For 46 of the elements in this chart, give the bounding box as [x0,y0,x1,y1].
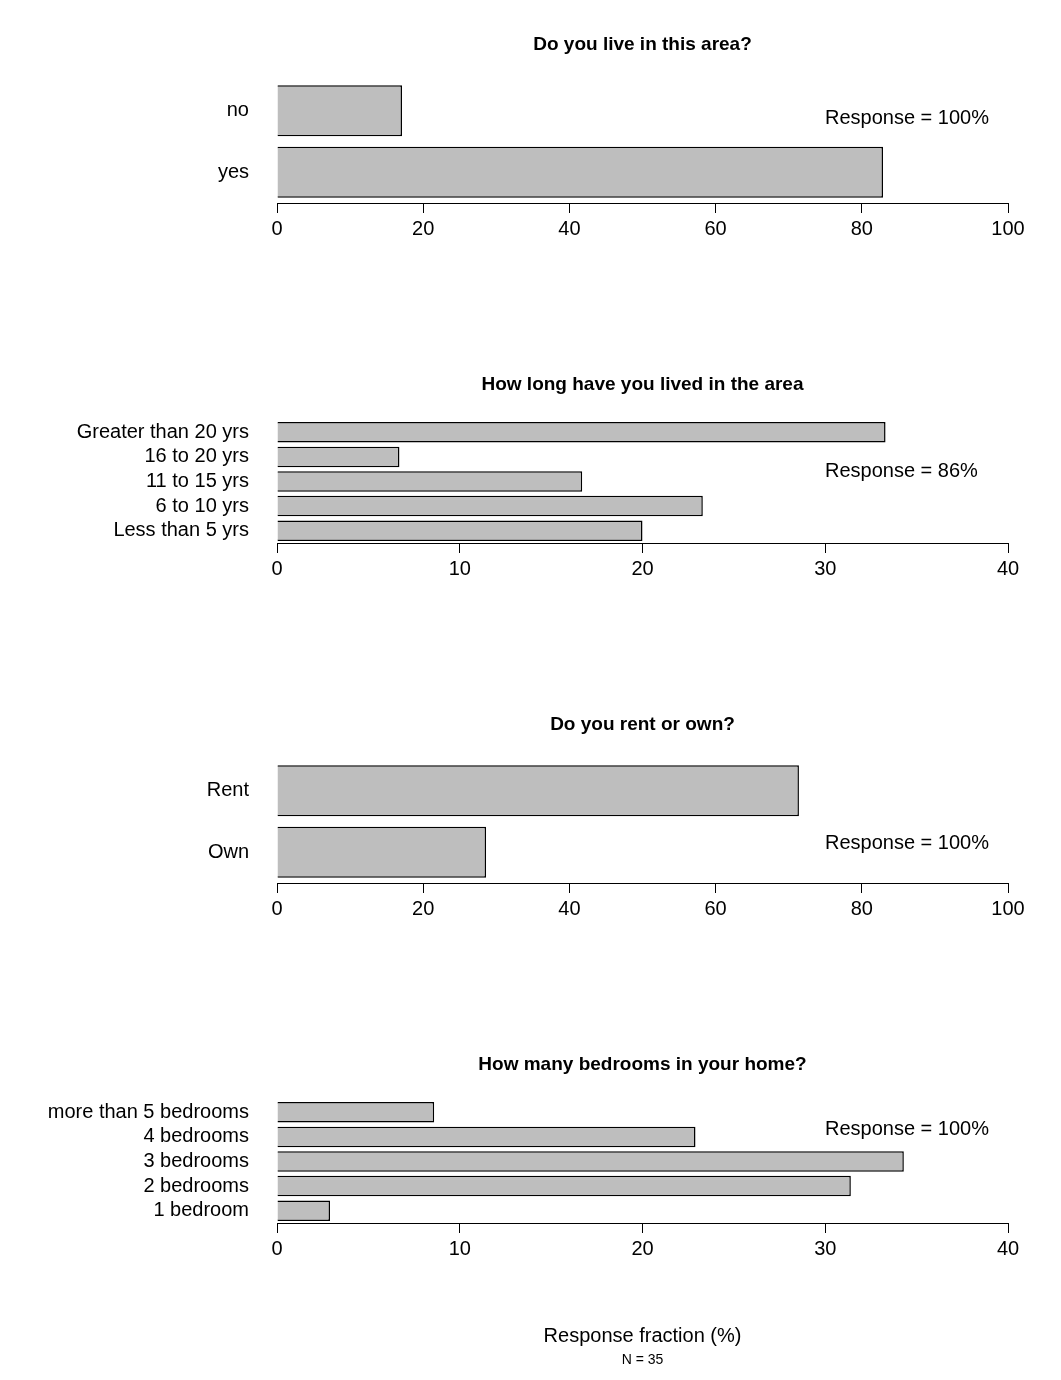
x-tick-label: 80 [850,216,873,239]
x-tick-label: 20 [412,896,435,919]
text: N = 35 [621,1350,664,1367]
x-tick-label: 40 [558,896,581,919]
x-tick-label: 40 [996,556,1020,579]
y-tick-label: 2 bedrooms [143,1173,249,1196]
y-tick-label: 6 to 10 yrs [155,493,249,516]
y-tick-label: Rent [206,778,250,801]
y-tick-label: no [226,98,249,121]
chart-title: How long have you lived in the area [481,373,804,395]
x-tick-label: 20 [631,556,654,579]
x-tick-label: 30 [814,1236,837,1259]
x-tick-label: 100 [991,896,1025,919]
x-tick-label: 0 [271,556,283,579]
chart-title: Do you live in this area? [533,33,752,55]
annotation: Response = 100% [825,831,990,854]
y-tick-label: more than 5 bedrooms [47,1099,249,1122]
x-tick-label: 0 [271,216,283,239]
y-tick-label: 4 bedrooms [143,1124,249,1147]
x-tick-label: 100 [991,216,1025,239]
x-tick-label: 20 [412,216,435,239]
x-tick-label: 10 [448,1236,471,1259]
x-tick-label: 60 [704,896,727,919]
x-tick-label: 0 [271,896,283,919]
x-tick-label: 80 [850,896,873,919]
y-tick-label: Greater than 20 yrs [76,419,249,442]
annotation: Response = 100% [825,105,990,128]
x-tick-label: 0 [271,1236,283,1259]
x-tick-label: 30 [814,556,837,579]
x-tick-label: 60 [704,216,727,239]
chart-title: Do you rent or own? [550,713,735,735]
x-tick-label: 10 [448,556,471,579]
annotation: Response = 86% [825,459,979,482]
y-tick-label: yes [217,159,249,182]
chart-title: How many bedrooms in your home? [478,1053,807,1075]
y-tick-label: 11 to 15 yrs [145,469,249,492]
x-tick-label: 40 [996,1236,1020,1259]
y-tick-label: Less than 5 yrs [113,518,249,541]
x-axis-title: Response fraction (%) [543,1323,742,1346]
x-tick-label: 40 [558,216,581,239]
y-tick-label: 16 to 20 yrs [144,444,249,467]
x-tick-label: 20 [631,1236,654,1259]
annotation: Response = 100% [825,1117,990,1140]
y-tick-label: 3 bedrooms [143,1149,249,1172]
y-tick-label: Own [207,839,249,862]
y-tick-label: 1 bedroom [153,1198,249,1221]
